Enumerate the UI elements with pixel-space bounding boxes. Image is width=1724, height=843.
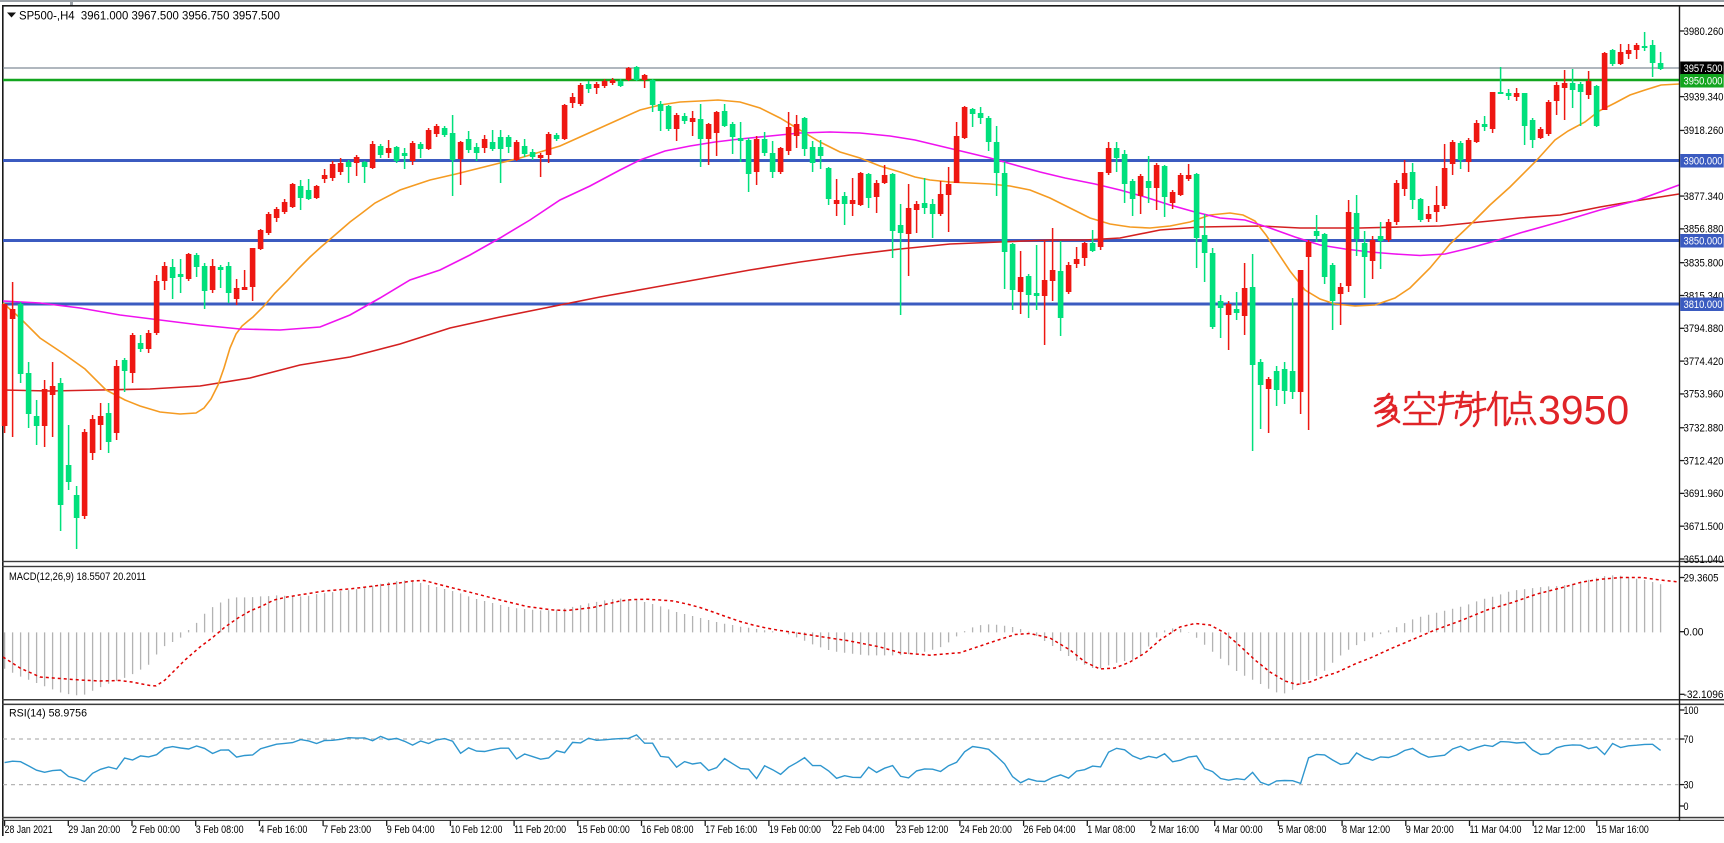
svg-text:30: 30 bbox=[1684, 779, 1694, 791]
svg-text:3957.500: 3957.500 bbox=[1684, 63, 1723, 75]
svg-text:11 Mar 04:00: 11 Mar 04:00 bbox=[1470, 824, 1522, 836]
svg-text:17 Feb 16:00: 17 Feb 16:00 bbox=[705, 824, 757, 836]
svg-text:15 Feb 00:00: 15 Feb 00:00 bbox=[578, 824, 630, 836]
svg-text:24 Feb 20:00: 24 Feb 20:00 bbox=[960, 824, 1012, 836]
svg-text:3691.960: 3691.960 bbox=[1684, 488, 1724, 500]
svg-text:7 Feb 23:00: 7 Feb 23:00 bbox=[323, 824, 371, 836]
svg-text:3810.000: 3810.000 bbox=[1684, 299, 1723, 311]
svg-text:3774.420: 3774.420 bbox=[1684, 356, 1724, 368]
svg-text:3918.260: 3918.260 bbox=[1684, 125, 1724, 137]
svg-text:3856.880: 3856.880 bbox=[1684, 224, 1724, 236]
svg-text:4 Feb 16:00: 4 Feb 16:00 bbox=[259, 824, 307, 836]
svg-text:3835.800: 3835.800 bbox=[1684, 257, 1724, 269]
svg-text:SP500-,H4 3961.000 3967.500 3: SP500-,H4 3961.000 3967.500 3956.750 395… bbox=[19, 9, 280, 23]
svg-text:26 Feb 04:00: 26 Feb 04:00 bbox=[1024, 824, 1076, 836]
svg-text:3877.340: 3877.340 bbox=[1684, 191, 1724, 203]
svg-text:70: 70 bbox=[1684, 734, 1694, 746]
svg-text:29.3605: 29.3605 bbox=[1684, 572, 1719, 584]
svg-text:3651.040: 3651.040 bbox=[1684, 554, 1724, 566]
svg-text:3900.000: 3900.000 bbox=[1684, 156, 1723, 168]
svg-text:3980.260: 3980.260 bbox=[1684, 26, 1724, 38]
svg-text:3753.960: 3753.960 bbox=[1684, 389, 1724, 401]
svg-text:-32.1096: -32.1096 bbox=[1684, 689, 1724, 701]
svg-text:3671.500: 3671.500 bbox=[1684, 521, 1724, 533]
svg-text:29 Jan 20:00: 29 Jan 20:00 bbox=[68, 824, 120, 836]
svg-text:0: 0 bbox=[1684, 801, 1689, 813]
svg-text:23 Feb 12:00: 23 Feb 12:00 bbox=[896, 824, 948, 836]
svg-text:9 Mar 20:00: 9 Mar 20:00 bbox=[1406, 824, 1454, 836]
svg-text:3950.000: 3950.000 bbox=[1684, 76, 1723, 88]
svg-text:2 Feb 00:00: 2 Feb 00:00 bbox=[132, 824, 180, 836]
svg-text:3 Feb 08:00: 3 Feb 08:00 bbox=[196, 824, 244, 836]
svg-text:9 Feb 04:00: 9 Feb 04:00 bbox=[387, 824, 435, 836]
svg-text:0.00: 0.00 bbox=[1684, 627, 1704, 639]
svg-text:19 Feb 00:00: 19 Feb 00:00 bbox=[769, 824, 821, 836]
svg-text:100: 100 bbox=[1684, 705, 1699, 717]
svg-text:1 Mar 08:00: 1 Mar 08:00 bbox=[1087, 824, 1135, 836]
svg-text:3950: 3950 bbox=[1538, 387, 1629, 433]
svg-text:8 Mar 12:00: 8 Mar 12:00 bbox=[1342, 824, 1390, 836]
svg-text:3794.880: 3794.880 bbox=[1684, 323, 1724, 335]
svg-text:3850.000: 3850.000 bbox=[1684, 236, 1723, 248]
svg-text:10 Feb 12:00: 10 Feb 12:00 bbox=[450, 824, 502, 836]
svg-text:11 Feb 20:00: 11 Feb 20:00 bbox=[514, 824, 566, 836]
svg-text:22 Feb 04:00: 22 Feb 04:00 bbox=[833, 824, 885, 836]
svg-text:4 Mar 00:00: 4 Mar 00:00 bbox=[1215, 824, 1263, 836]
svg-text:3732.880: 3732.880 bbox=[1684, 423, 1724, 435]
svg-text:28 Jan 2021: 28 Jan 2021 bbox=[5, 824, 53, 836]
svg-text:15 Mar 16:00: 15 Mar 16:00 bbox=[1597, 824, 1649, 836]
svg-text:5 Mar 08:00: 5 Mar 08:00 bbox=[1278, 824, 1326, 836]
svg-text:16 Feb 08:00: 16 Feb 08:00 bbox=[642, 824, 694, 836]
svg-text:2 Mar 16:00: 2 Mar 16:00 bbox=[1151, 824, 1199, 836]
svg-text:MACD(12,26,9) 18.5507 20.2011: MACD(12,26,9) 18.5507 20.2011 bbox=[9, 571, 146, 583]
svg-text:3939.340: 3939.340 bbox=[1684, 91, 1724, 103]
svg-text:3712.420: 3712.420 bbox=[1684, 455, 1724, 467]
svg-text:12 Mar 12:00: 12 Mar 12:00 bbox=[1533, 824, 1585, 836]
svg-text:RSI(14) 58.9756: RSI(14) 58.9756 bbox=[9, 708, 87, 720]
